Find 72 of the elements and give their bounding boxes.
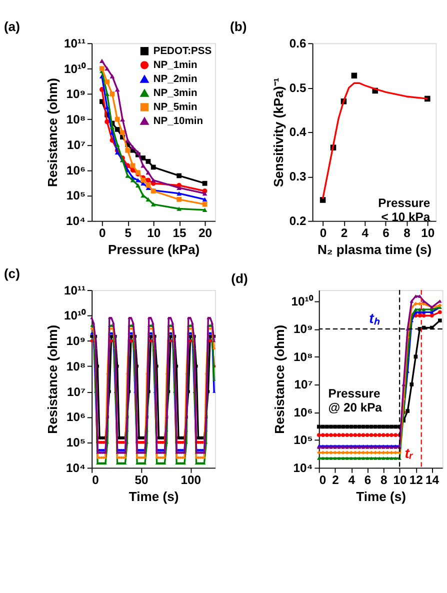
x-tick-label: 0 — [320, 226, 327, 240]
x-tick-label: 0 — [99, 226, 106, 240]
y-tick-label: 10⁶ — [66, 410, 86, 424]
x-tick-label: 4 — [348, 473, 356, 488]
y-axis-title: Resistance (ohm) — [44, 324, 60, 434]
y-tick-label: 10⁵ — [294, 433, 313, 448]
y-tick-label: 0.5 — [289, 80, 306, 95]
legend-label: PEDOT:PSS — [153, 46, 212, 57]
annotation: Pressure < 10 kPa — [378, 196, 430, 224]
y-tick-label: 10¹⁰ — [291, 294, 314, 308]
x-axis-title: N₂ plasma time (s) — [317, 242, 432, 258]
y-tick-label: 0.2 — [289, 214, 306, 228]
y-axis-title: Resistance (ohm) — [272, 324, 288, 434]
y-tick-label: 10⁷ — [67, 138, 86, 152]
x-tick-label: 5 — [124, 226, 132, 240]
y-tick-label: 10⁴ — [66, 214, 86, 228]
y-tick-label: 10⁸ — [294, 350, 313, 364]
chart-title: (d) — [231, 270, 248, 286]
y-tick-label: 10¹¹ — [64, 36, 86, 50]
y-tick-label: 0.6 — [289, 36, 306, 50]
y-tick-label: 10¹¹ — [64, 283, 86, 298]
y-tick-label: 10⁷ — [67, 384, 86, 399]
y-tick-label: 10⁶ — [66, 163, 86, 178]
x-axis-title: Time (s) — [128, 488, 179, 504]
y-tick-label: 10⁷ — [294, 378, 313, 392]
annotation: tᵣ — [404, 444, 414, 461]
x-axis-title: Time (s) — [356, 488, 406, 504]
x-tick-label: 6 — [364, 473, 372, 488]
legend-label: NP_10min — [153, 116, 204, 128]
y-axis-title: Sensitivity (kPa)⁻¹ — [270, 78, 286, 188]
x-tick-label: 10 — [421, 226, 435, 240]
x-tick-label: 8 — [404, 226, 411, 240]
legend-label: NP_5min — [153, 102, 198, 114]
x-tick-label: 50 — [134, 473, 148, 488]
legend-label: NP_3min — [153, 88, 198, 100]
x-tick-label: 12 — [409, 473, 424, 488]
legend-label: NP_2min — [153, 74, 198, 85]
y-tick-label: 0.4 — [289, 125, 306, 140]
x-tick-label: 2 — [332, 473, 340, 488]
x-tick-label: 20 — [198, 226, 212, 240]
chart-title: (a) — [4, 19, 20, 34]
y-tick-label: 10⁵ — [66, 436, 86, 450]
y-tick-label: 10⁶ — [294, 405, 313, 420]
y-tick-label: 0.3 — [289, 170, 306, 184]
y-tick-label: 10⁹ — [66, 334, 86, 348]
annotation: Pressure @ 20 kPa — [328, 386, 382, 414]
chart-title: (b) — [230, 19, 247, 34]
y-tick-label: 10⁸ — [66, 112, 86, 127]
y-tick-label: 10⁹ — [294, 322, 313, 336]
y-tick-label: 10⁵ — [66, 188, 86, 203]
x-tick-label: 14 — [426, 473, 440, 488]
annotation: tₕ — [369, 310, 380, 326]
legend-label: NP_1min — [153, 60, 198, 71]
x-tick-label: 8 — [380, 473, 388, 488]
y-tick-label: 10⁴ — [66, 460, 86, 475]
y-tick-label: 10⁴ — [293, 460, 313, 475]
x-tick-label: 4 — [362, 226, 369, 240]
chart-title: (c) — [4, 266, 20, 281]
y-tick-label: 10¹⁰ — [64, 62, 87, 76]
y-tick-label: 10⁸ — [66, 359, 86, 374]
x-tick-label: 0 — [319, 473, 326, 488]
x-tick-label: 10 — [147, 226, 161, 240]
y-axis-title: Resistance (ohm) — [44, 78, 60, 187]
y-tick-label: 10¹⁰ — [64, 308, 87, 323]
x-tick-label: 2 — [340, 226, 348, 240]
x-axis-title: Pressure (kPa) — [108, 242, 200, 258]
x-tick-label: 15 — [172, 226, 187, 240]
x-tick-label: 10 — [393, 473, 408, 488]
y-tick-label: 10⁹ — [66, 87, 86, 102]
x-tick-label: 6 — [382, 226, 390, 240]
x-tick-label: 0 — [92, 473, 100, 488]
x-tick-label: 100 — [180, 473, 202, 488]
